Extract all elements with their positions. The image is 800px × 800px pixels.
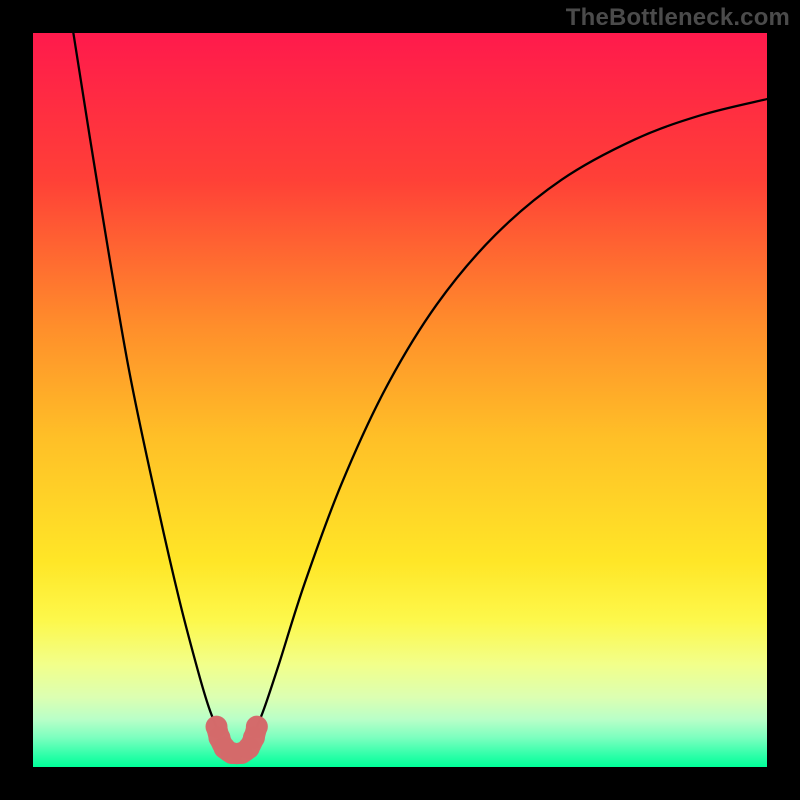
plot-gradient xyxy=(33,33,767,767)
chart-svg xyxy=(0,0,800,800)
chart-frame: TheBottleneck.com xyxy=(0,0,800,800)
watermark-text: TheBottleneck.com xyxy=(566,4,790,32)
